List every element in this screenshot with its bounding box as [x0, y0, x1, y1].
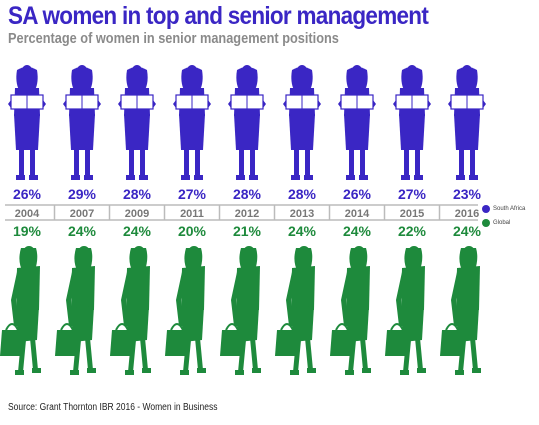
- legend-label-south-africa: South Africa: [493, 206, 526, 212]
- global-value-label: 24%: [288, 223, 317, 239]
- legend-label-global: Global: [493, 220, 511, 226]
- global-woman-figure: [55, 246, 96, 375]
- south-africa-value-label: 23%: [453, 186, 482, 202]
- global-woman-figure: [385, 246, 426, 375]
- south-africa-woman-figure: [393, 65, 431, 180]
- handbag-icon: [220, 330, 244, 356]
- year-label: 2012: [235, 208, 259, 220]
- legend-item-global: Global: [482, 216, 525, 230]
- global-value-label: 21%: [233, 223, 262, 239]
- global-value-label: 24%: [343, 223, 372, 239]
- global-woman-figure: [165, 246, 206, 375]
- year-label: 2016: [455, 208, 479, 220]
- year-label: 2007: [70, 208, 94, 220]
- chart-title: SA women in top and senior management: [8, 2, 429, 30]
- year-label: 2014: [345, 208, 370, 220]
- year-label: 2009: [125, 208, 149, 220]
- handbag-icon: [440, 330, 464, 356]
- global-value-label: 24%: [123, 223, 152, 239]
- global-value-label: 24%: [453, 223, 482, 239]
- legend-swatch-global: [482, 219, 490, 227]
- south-africa-woman-figure: [228, 65, 266, 180]
- south-africa-value-label: 29%: [68, 186, 97, 202]
- south-africa-woman-figure: [63, 65, 101, 180]
- south-africa-value-label: 28%: [123, 186, 152, 202]
- source-note: Source: Grant Thornton IBR 2016 - Women …: [8, 402, 218, 413]
- south-africa-value-label: 26%: [13, 186, 42, 202]
- south-africa-value-label: 27%: [178, 186, 207, 202]
- handbag-icon: [165, 330, 189, 356]
- chart-subtitle: Percentage of women in senior management…: [8, 30, 339, 47]
- global-value-label: 24%: [68, 223, 97, 239]
- south-africa-woman-figure: [173, 65, 211, 180]
- legend: South Africa Global: [482, 202, 525, 230]
- global-value-label: 19%: [13, 223, 42, 239]
- global-woman-figure: [330, 246, 371, 375]
- south-africa-woman-figure: [118, 65, 156, 180]
- handbag-icon: [330, 330, 354, 356]
- south-africa-value-label: 28%: [233, 186, 262, 202]
- legend-item-south-africa: South Africa: [482, 202, 525, 216]
- south-africa-woman-figure: [283, 65, 321, 180]
- handbag-icon: [55, 330, 79, 356]
- global-woman-figure: [440, 246, 481, 375]
- year-label: 2015: [400, 208, 424, 220]
- global-woman-figure: [0, 246, 41, 375]
- global-value-label: 22%: [398, 223, 427, 239]
- global-woman-figure: [220, 246, 261, 375]
- south-africa-value-label: 27%: [398, 186, 427, 202]
- global-woman-figure: [110, 246, 151, 375]
- south-africa-value-label: 26%: [343, 186, 372, 202]
- south-africa-woman-figure: [338, 65, 376, 180]
- legend-swatch-south-africa: [482, 205, 490, 213]
- year-label: 2004: [15, 208, 40, 220]
- handbag-icon: [275, 330, 299, 356]
- south-africa-woman-figure: [448, 65, 486, 180]
- year-label: 2011: [180, 208, 204, 220]
- global-value-label: 20%: [178, 223, 207, 239]
- global-woman-figure: [275, 246, 316, 375]
- handbag-icon: [110, 330, 134, 356]
- year-label: 2013: [290, 208, 314, 220]
- handbag-icon: [385, 330, 409, 356]
- handbag-icon: [0, 330, 24, 356]
- south-africa-value-label: 28%: [288, 186, 317, 202]
- south-africa-woman-figure: [8, 65, 46, 180]
